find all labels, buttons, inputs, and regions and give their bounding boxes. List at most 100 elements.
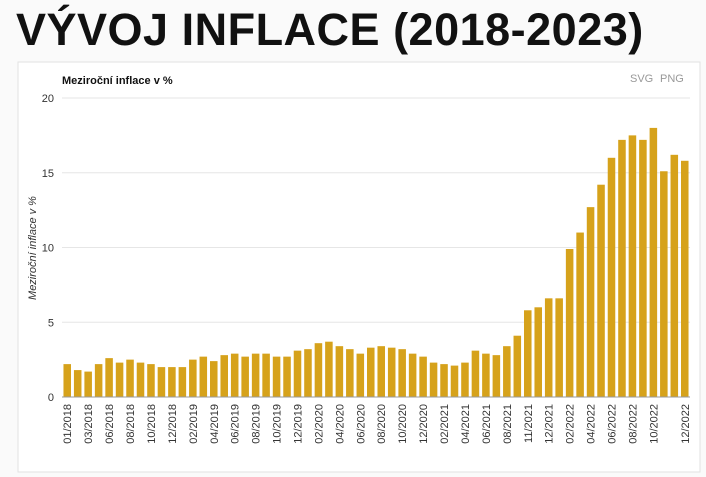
x-tick-label: 10/2022: [648, 404, 660, 444]
bar: [147, 364, 155, 397]
bar: [419, 356, 427, 397]
bar: [649, 127, 658, 398]
bar: [346, 349, 354, 397]
y-tick-label: 10: [42, 243, 54, 255]
bar: [503, 346, 511, 397]
bar: [670, 154, 679, 397]
bar: [492, 355, 501, 397]
bar: [199, 356, 208, 397]
x-tick-label: 12/2018: [167, 404, 179, 444]
bar: [366, 347, 375, 397]
bar: [157, 367, 166, 397]
bar: [565, 248, 574, 397]
x-tick-label: 11/2021: [523, 404, 535, 443]
bar: [230, 353, 239, 397]
y-tick-label: 15: [42, 168, 54, 180]
x-tick-label: 12/2019: [293, 404, 305, 444]
x-tick-label: 04/2021: [460, 404, 472, 444]
x-tick-label: 04/2022: [586, 404, 598, 444]
bar: [513, 335, 522, 397]
y-tick-label: 20: [42, 93, 54, 105]
bar: [607, 157, 616, 397]
bar: [126, 359, 134, 397]
chart-panel: [17, 61, 701, 473]
bar: [272, 356, 281, 397]
bar: [293, 350, 302, 397]
bar: [168, 367, 176, 397]
bar: [115, 362, 124, 397]
bar: [450, 365, 459, 397]
page-title: VÝVOJ INFLACE (2018-2023): [16, 4, 644, 55]
x-tick-label: 08/2021: [502, 404, 514, 444]
bar: [534, 307, 543, 397]
x-tick-label: 08/2018: [125, 404, 137, 444]
export-button[interactable]: SVG: [630, 73, 653, 85]
x-tick-label: 10/2019: [272, 404, 284, 444]
chart-title: Meziroční inflace v %: [62, 75, 173, 87]
bar: [387, 347, 396, 397]
bar: [555, 298, 563, 397]
bar: [94, 364, 103, 397]
bar: [283, 356, 291, 397]
x-tick-label: 02/2019: [188, 404, 200, 444]
bar: [544, 298, 553, 397]
bar: [618, 139, 626, 398]
x-tick-label: 12/2022: [680, 404, 692, 444]
y-tick-label: 5: [48, 317, 54, 329]
export-button[interactable]: PNG: [660, 73, 684, 85]
bar: [471, 350, 480, 397]
x-tick-label: 12/2021: [544, 404, 556, 444]
bar: [325, 341, 333, 397]
bar: [639, 139, 647, 398]
bar: [408, 353, 417, 397]
bar: [576, 232, 584, 397]
x-tick-label: 03/2018: [83, 404, 95, 444]
bar: [220, 355, 229, 397]
bar: [314, 343, 323, 397]
bar: [335, 346, 344, 397]
bar: [73, 370, 82, 397]
x-tick-label: 10/2020: [397, 404, 409, 444]
x-tick-label: 04/2019: [209, 404, 221, 444]
bar: [586, 207, 595, 397]
bar: [356, 353, 365, 397]
x-tick-label: 10/2018: [146, 404, 158, 444]
x-tick-label: 02/2021: [439, 404, 451, 444]
bar: [84, 371, 92, 397]
x-tick-label: 08/2019: [251, 404, 263, 444]
x-tick-label: 08/2022: [627, 404, 639, 444]
bar: [461, 362, 469, 397]
x-tick-label: 06/2022: [607, 404, 619, 444]
bar: [136, 362, 145, 397]
bar: [241, 356, 249, 397]
x-tick-label: 06/2020: [355, 404, 367, 444]
x-tick-label: 06/2019: [230, 404, 242, 444]
x-tick-label: 02/2022: [565, 404, 577, 444]
y-axis-label: Meziroční inflace v %: [27, 196, 39, 300]
bar: [628, 135, 637, 397]
x-tick-label: 01/2018: [62, 404, 74, 444]
bar: [189, 359, 197, 397]
x-tick-label: 02/2020: [313, 404, 325, 444]
x-tick-label: 04/2020: [334, 404, 346, 444]
bar: [377, 346, 386, 397]
bar: [304, 349, 312, 397]
bar: [597, 184, 605, 397]
bar: [680, 160, 689, 397]
bar: [398, 349, 406, 397]
bar: [440, 364, 448, 397]
bar: [482, 353, 490, 397]
bar: [523, 310, 532, 397]
bar: [251, 353, 260, 397]
y-tick-label: 0: [48, 392, 54, 404]
bar: [660, 171, 668, 397]
x-tick-label: 08/2020: [376, 404, 388, 444]
bar: [429, 362, 438, 397]
bar: [178, 367, 187, 397]
bar: [209, 361, 218, 397]
x-tick-label: 06/2018: [104, 404, 116, 444]
x-tick-label: 12/2020: [418, 404, 430, 444]
bar: [262, 353, 270, 397]
